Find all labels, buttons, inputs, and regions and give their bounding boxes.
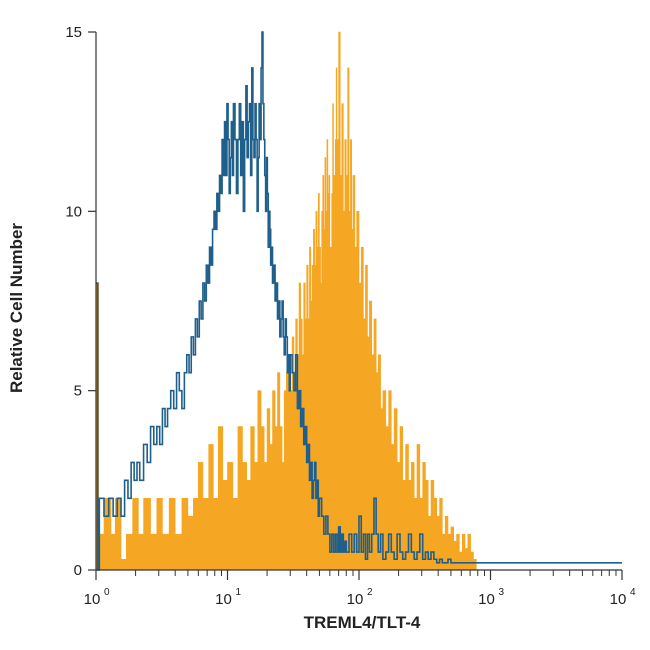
x-tick-label: 10 [478,591,495,608]
x-tick-label: 10 [347,591,364,608]
series-histogram-filled [95,31,477,571]
x-tick-exponent: 0 [104,587,110,598]
series-histogram-line [96,31,622,571]
y-tick-label: 15 [65,24,82,41]
y-axis-title: Relative Cell Number [7,223,26,393]
y-tick-layer: 0 5 10 15 [65,24,96,579]
y-tick-label: 5 [74,383,82,400]
x-tick-exponent: 1 [236,587,242,598]
x-axis-title: TREML4/TLT-4 [304,613,421,632]
x-tick-exponent: 4 [630,587,636,598]
x-tick-label: 10 [84,591,101,608]
x-tick-layer: 10 0 10 1 10 2 10 3 10 4 [84,570,636,608]
series-layer [95,31,622,571]
x-tick-label: 10 [215,591,232,608]
y-tick-label: 10 [65,203,82,220]
x-tick-exponent: 3 [499,587,505,598]
x-tick-label: 10 [610,591,627,608]
y-tick-label: 0 [74,562,82,579]
x-tick-exponent: 2 [367,587,373,598]
